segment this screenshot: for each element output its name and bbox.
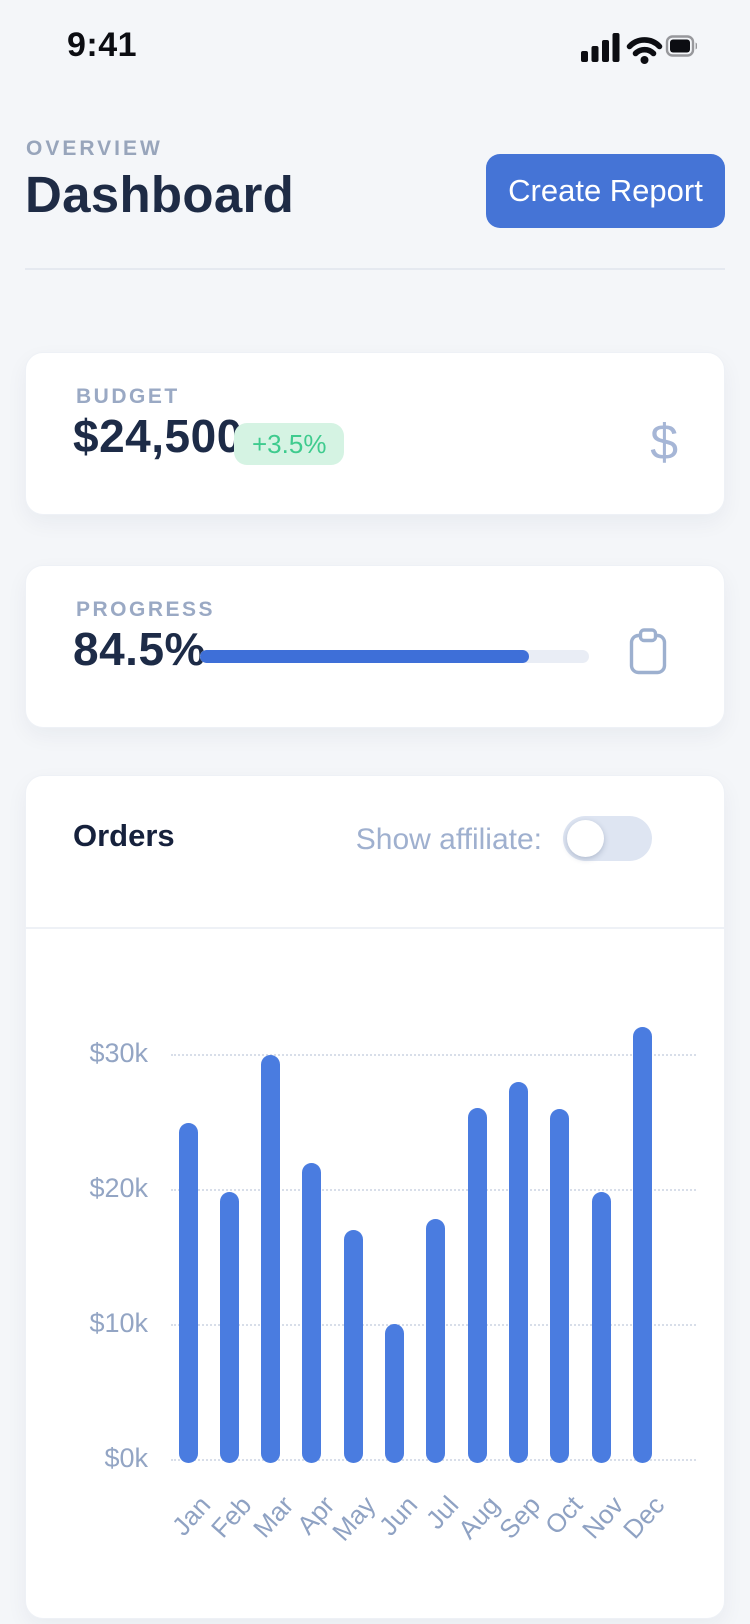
bar-jul	[426, 1218, 446, 1463]
orders-card: Orders Show affiliate: $0k $10k $20k $30k Ja…	[25, 775, 726, 1619]
bar-oct	[550, 1109, 570, 1463]
budget-value: $24,500	[73, 410, 243, 462]
bar-nov	[591, 1191, 611, 1463]
show-affiliate-toggle[interactable]	[563, 816, 652, 861]
clock-time: 9:41	[67, 26, 138, 64]
orders-bar-chart: $0k $10k $20k $30k Jan Feb Mar Apr May Jun Jul Aug S…	[26, 928, 726, 1618]
budget-label: BUDGET	[76, 385, 180, 408]
show-affiliate-label: Show affiliate:	[355, 823, 542, 856]
wifi-dot	[640, 56, 649, 64]
status-bar: 9:41	[0, 0, 750, 90]
bar-aug	[467, 1108, 487, 1463]
x-axis-tick-jun: Jun	[372, 1490, 423, 1542]
create-report-button[interactable]: Create Report	[486, 154, 725, 228]
toggle-knob	[567, 820, 604, 857]
gridline-20k	[171, 1189, 696, 1191]
dollar-icon: $	[650, 414, 678, 470]
progress-bar-track	[200, 650, 589, 663]
bar-sep	[508, 1082, 528, 1463]
gridline-30k	[171, 1054, 696, 1056]
x-axis-tick-dec: Dec	[617, 1490, 671, 1545]
y-axis-tick-30k: $30k	[89, 1038, 148, 1068]
bar-apr	[302, 1163, 322, 1463]
status-icons	[581, 33, 697, 64]
bar-may	[343, 1229, 363, 1463]
bar-feb	[219, 1191, 239, 1463]
x-axis-tick-mar: Mar	[246, 1490, 299, 1544]
progress-card: PROGRESS 84.5%	[25, 565, 725, 728]
clipboard-icon	[629, 628, 667, 675]
page-title: Dashboard	[25, 166, 295, 223]
y-axis-tick-10k: $10k	[89, 1308, 148, 1338]
bar-mar	[261, 1055, 281, 1463]
overview-eyebrow: OVERVIEW	[26, 137, 163, 160]
x-axis-tick-feb: Feb	[205, 1490, 258, 1544]
progress-bar-fill	[200, 650, 529, 663]
bar-dec	[632, 1027, 652, 1463]
y-axis-tick-0k: $0k	[104, 1443, 148, 1473]
bar-jan	[178, 1122, 198, 1463]
battery-icon	[665, 35, 697, 57]
progress-value: 84.5%	[73, 623, 206, 675]
cellular-signal-icon	[581, 33, 620, 62]
orders-title: Orders	[73, 818, 175, 853]
header-divider	[25, 268, 725, 270]
orders-card-divider	[26, 927, 726, 929]
wifi-icon	[626, 37, 663, 57]
budget-card: BUDGET $24,500 +3.5% $	[25, 352, 725, 515]
progress-label: PROGRESS	[76, 598, 216, 621]
y-axis-tick-20k: $20k	[89, 1173, 148, 1203]
budget-delta-badge: +3.5%	[234, 423, 345, 465]
bar-jun	[385, 1324, 404, 1463]
x-axis-tick-jan: Jan	[165, 1490, 217, 1542]
x-axis-tick-oct: Oct	[538, 1490, 588, 1541]
